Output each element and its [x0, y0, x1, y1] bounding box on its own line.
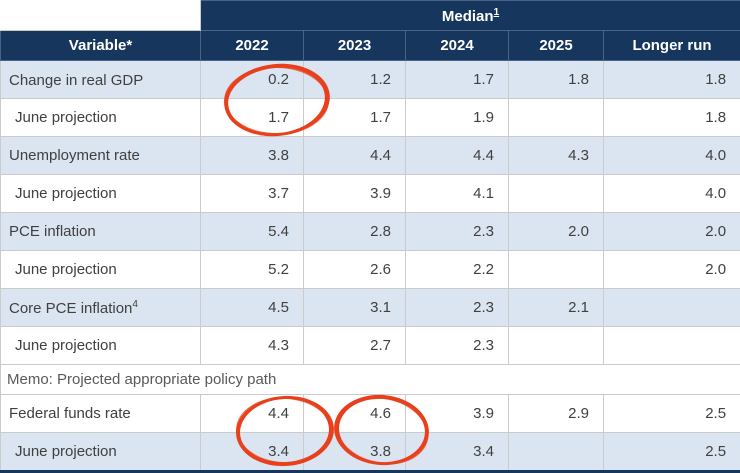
value-cell: 3.9	[405, 394, 509, 433]
column-header-2022: 2022	[200, 30, 304, 61]
row-june-projection-unemployment: June projection 3.7 3.9 4.1 4.0	[0, 174, 740, 213]
column-header-longer-run: Longer run	[602, 30, 740, 61]
value-cell: 3.8	[200, 136, 304, 175]
footnote-1-link[interactable]: 1	[493, 6, 500, 18]
row-june-projection-pce: June projection 5.2 2.6 2.2 2.0	[0, 250, 740, 289]
row-june-projection-ffr: June projection 3.4 3.8 3.4 2.5	[0, 432, 740, 471]
value-cell: 1.2	[303, 60, 406, 99]
value-cell: 2.1	[508, 288, 604, 327]
row-label-text: PCE inflation	[9, 223, 96, 240]
value-cell: 3.9	[303, 174, 406, 213]
value-cell: 3.4	[200, 432, 304, 471]
value-cell: 4.3	[200, 326, 304, 365]
value-cell: 4.5	[200, 288, 304, 327]
value-cell	[508, 250, 604, 289]
value-cell: 2.7	[303, 326, 406, 365]
value-cell: 5.4	[200, 212, 304, 251]
median-group-header: Median1	[199, 0, 740, 31]
row-label: June projection	[0, 174, 201, 213]
value-cell: 4.0	[602, 174, 740, 213]
row-change-in-real-gdp: Change in real GDP 0.2 1.2 1.7 1.8 1.8	[0, 60, 740, 99]
value-cell	[508, 326, 604, 365]
value-cell: 2.0	[508, 212, 604, 251]
value-cell: 2.5	[602, 432, 740, 471]
value-cell: 2.0	[602, 250, 740, 289]
value-cell: 3.4	[405, 432, 509, 471]
row-unemployment-rate: Unemployment rate 3.8 4.4 4.4 4.3 4.0	[0, 136, 740, 175]
value-cell: 1.8	[602, 98, 740, 137]
row-label: June projection	[0, 326, 201, 365]
row-label: June projection	[0, 98, 201, 137]
value-cell: 2.3	[405, 288, 509, 327]
table-bottom-border	[0, 470, 740, 473]
footnote-4-marker: 4	[132, 298, 138, 310]
row-pce-inflation: PCE inflation 5.4 2.8 2.3 2.0 2.0	[0, 212, 740, 251]
row-label: June projection	[0, 432, 201, 471]
row-label: June projection	[0, 250, 201, 289]
value-cell: 1.8	[602, 60, 740, 99]
row-label-text: June projection	[15, 443, 117, 460]
value-cell: 2.3	[405, 212, 509, 251]
row-label-text: Change in real GDP	[9, 71, 144, 89]
row-label-text: June projection	[15, 109, 117, 126]
value-cell: 4.3	[508, 136, 604, 175]
value-cell: 4.4	[200, 394, 304, 433]
value-cell: 1.7	[405, 60, 509, 99]
value-cell: 1.7	[303, 98, 406, 137]
row-label-text: Federal funds rate	[9, 405, 131, 422]
value-cell: 2.9	[508, 394, 604, 433]
value-cell: 2.6	[303, 250, 406, 289]
value-cell: 1.7	[200, 98, 304, 137]
value-cell: 0.2	[200, 60, 304, 99]
row-label: PCE inflation	[0, 212, 201, 251]
value-cell: 2.3	[405, 326, 509, 365]
row-core-pce-inflation: Core PCE inflation4 4.5 3.1 2.3 2.1	[0, 288, 740, 327]
value-cell: 5.2	[200, 250, 304, 289]
value-cell: 1.8	[508, 60, 604, 99]
column-header-row: Variable* 2022 2023 2024 2025 Longer run	[0, 30, 740, 61]
row-june-projection-gdp: June projection 1.7 1.7 1.9 1.8	[0, 98, 740, 137]
value-cell	[508, 98, 604, 137]
row-label-text: June projection	[15, 337, 117, 354]
row-label: Unemployment rate	[0, 136, 201, 175]
value-cell: 2.0	[602, 212, 740, 251]
column-header-2025: 2025	[508, 30, 604, 61]
value-cell	[508, 174, 604, 213]
row-label-text: June projection	[15, 185, 117, 202]
row-label: Core PCE inflation4	[0, 288, 201, 327]
value-cell: 2.5	[602, 394, 740, 433]
group-header-row: Median1	[0, 0, 740, 31]
value-cell	[602, 288, 740, 327]
row-label-text: June projection	[15, 261, 117, 278]
value-cell: 4.6	[303, 394, 406, 433]
row-federal-funds-rate: Federal funds rate 4.4 4.6 3.9 2.9 2.5	[0, 394, 740, 433]
column-header-2023: 2023	[303, 30, 406, 61]
memo-row: Memo: Projected appropriate policy path	[0, 364, 740, 395]
corner-cell	[0, 0, 201, 31]
row-label: Federal funds rate	[0, 394, 201, 433]
value-cell: 3.8	[303, 432, 406, 471]
value-cell: 4.1	[405, 174, 509, 213]
value-cell: 2.2	[405, 250, 509, 289]
variable-column-header: Variable*	[0, 30, 201, 61]
value-cell: 3.1	[303, 288, 406, 327]
value-cell	[508, 432, 604, 471]
value-cell: 2.8	[303, 212, 406, 251]
row-june-projection-core-pce: June projection 4.3 2.7 2.3	[0, 326, 740, 365]
row-label-text: Unemployment rate	[9, 147, 140, 164]
row-label-text: Core PCE inflation	[9, 299, 133, 317]
value-cell: 3.7	[200, 174, 304, 213]
value-cell	[602, 326, 740, 365]
value-cell: 4.4	[405, 136, 509, 175]
memo-label: Memo: Projected appropriate policy path	[0, 364, 740, 395]
column-header-2024: 2024	[405, 30, 509, 61]
value-cell: 4.4	[303, 136, 406, 175]
median-label: Median	[441, 7, 494, 25]
value-cell: 4.0	[602, 136, 740, 175]
value-cell: 1.9	[405, 98, 509, 137]
row-label: Change in real GDP	[0, 60, 201, 99]
